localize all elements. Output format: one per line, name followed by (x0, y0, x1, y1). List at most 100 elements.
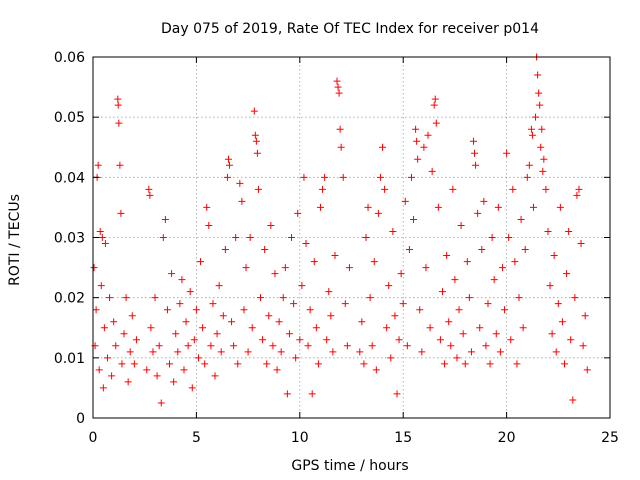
data-point (170, 378, 178, 386)
data-point (471, 149, 479, 157)
data-point (362, 234, 370, 241)
data-point (151, 294, 159, 302)
data-point (478, 246, 486, 254)
data-point (542, 185, 550, 193)
data-point (92, 306, 100, 314)
data-point (155, 342, 163, 350)
data-point (285, 330, 293, 338)
x-tick-label: 0 (89, 430, 98, 446)
data-point (536, 101, 544, 109)
data-point (397, 270, 405, 278)
data-point (98, 234, 106, 241)
data-point (159, 234, 167, 241)
data-point (432, 119, 440, 127)
data-point (257, 294, 265, 302)
data-point (412, 125, 420, 133)
data-point (145, 185, 153, 193)
data-point (539, 167, 547, 175)
data-point (100, 324, 108, 332)
data-point (259, 336, 267, 344)
data-point (97, 282, 105, 290)
data-point (476, 324, 484, 332)
data-point (463, 258, 471, 266)
data-point (488, 234, 496, 241)
data-point (248, 324, 256, 332)
data-point (101, 240, 109, 248)
data-point (225, 161, 233, 169)
data-point (581, 312, 589, 320)
data-point (217, 348, 225, 356)
data-point (99, 384, 107, 392)
data-point (281, 264, 289, 272)
data-point (146, 191, 154, 199)
data-point (364, 203, 372, 211)
data-point (221, 246, 229, 254)
data-point (540, 155, 548, 163)
data-point (112, 342, 120, 350)
data-point (537, 143, 545, 151)
data-point (515, 294, 523, 302)
data-point (407, 173, 415, 181)
data-point (480, 197, 488, 205)
data-point (269, 342, 277, 350)
data-point (337, 143, 345, 151)
data-point (168, 270, 176, 278)
data-point (174, 348, 182, 356)
data-point (509, 185, 517, 193)
data-point (449, 185, 457, 193)
data-point (513, 360, 521, 368)
data-point (306, 306, 314, 314)
data-point (254, 185, 262, 193)
data-point (308, 390, 316, 398)
data-point (265, 312, 273, 320)
data-point (418, 348, 426, 356)
data-point (558, 318, 566, 326)
data-point (395, 336, 403, 344)
data-point (546, 282, 554, 290)
data-point (224, 155, 232, 163)
data-point (203, 203, 211, 211)
data-point (115, 119, 123, 127)
data-point (391, 312, 399, 320)
data-point (116, 161, 124, 169)
data-point (519, 324, 527, 332)
data-point (360, 360, 368, 368)
data-point (228, 318, 236, 326)
data-point (511, 258, 519, 266)
data-point (548, 330, 556, 338)
data-point (358, 318, 366, 326)
data-point (528, 131, 536, 139)
data-point (517, 215, 525, 223)
data-point (209, 300, 217, 308)
data-point (366, 294, 374, 302)
data-point (180, 366, 188, 374)
data-point (521, 246, 529, 254)
data-point (114, 95, 122, 103)
data-point (294, 209, 302, 217)
data-point (300, 173, 308, 181)
data-point (271, 270, 279, 278)
data-point (283, 390, 291, 398)
x-tick-label: 5 (192, 430, 201, 446)
data-point (90, 264, 98, 272)
data-point (132, 336, 140, 344)
data-point (120, 330, 128, 338)
data-point (399, 300, 407, 308)
data-point (484, 300, 492, 308)
data-point (405, 246, 413, 254)
data-point (149, 348, 157, 356)
data-point (416, 306, 424, 314)
data-point (267, 221, 275, 229)
data-point (379, 143, 387, 151)
data-point (579, 342, 587, 350)
data-point (321, 173, 329, 181)
data-point (356, 348, 364, 356)
data-point (413, 137, 421, 145)
data-point (319, 185, 327, 193)
data-point (565, 227, 573, 235)
data-point (207, 342, 215, 350)
data-point (250, 107, 258, 115)
data-point (172, 330, 180, 338)
data-point (252, 137, 260, 145)
